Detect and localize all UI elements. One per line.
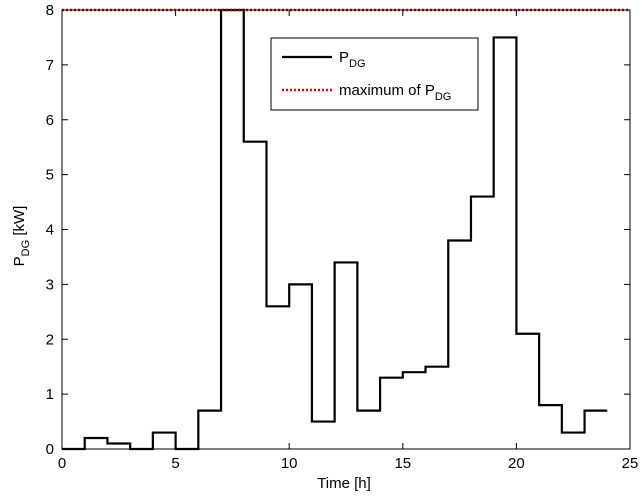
x-axis-ticks: 0 5 10 15 20 25 [58, 10, 639, 472]
x-tick-label: 20 [508, 455, 525, 472]
y-tick-label: 0 [46, 441, 54, 458]
x-axis-label: Time [h] [317, 475, 371, 492]
y-tick-label: 1 [46, 386, 54, 403]
y-axis-ticks: 0 1 2 3 4 5 6 7 8 [46, 2, 630, 458]
y-tick-label: 4 [46, 222, 54, 239]
x-tick-label: 0 [58, 455, 66, 472]
y-axis-label: PDG [kW] [11, 206, 32, 267]
y-tick-label: 8 [46, 2, 54, 19]
legend-box [270, 37, 479, 111]
x-tick-label: 5 [171, 455, 179, 472]
y-tick-label: 3 [46, 276, 54, 293]
y-tick-label: 7 [46, 57, 54, 74]
y-tick-label: 5 [46, 167, 54, 184]
x-tick-label: 10 [281, 455, 298, 472]
legend: PDG maximum of PDG [270, 37, 479, 111]
x-tick-label: 25 [622, 455, 639, 472]
x-tick-label: 15 [394, 455, 411, 472]
y-tick-label: 2 [46, 331, 54, 348]
legend-label-maximum: maximum of PDG [339, 82, 451, 103]
series-pdg-line [62, 8, 608, 451]
y-tick-label: 6 [46, 112, 54, 129]
legend-label-pdg: PDG [339, 49, 366, 70]
